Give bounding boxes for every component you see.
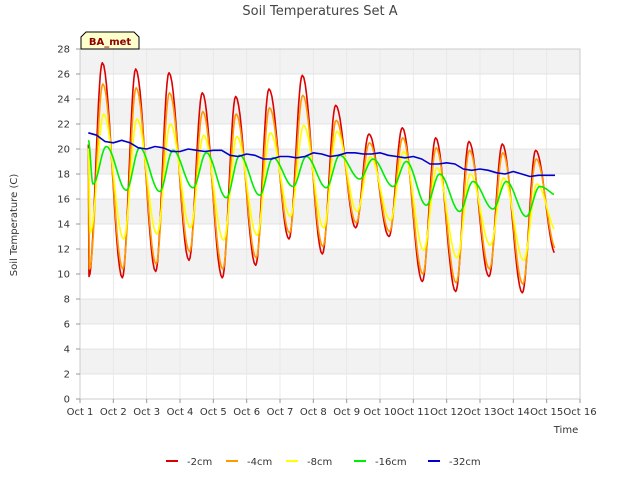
y-tick-label: 6 xyxy=(64,320,70,331)
plot-band xyxy=(80,324,580,349)
x-tick-label: Oct 11 xyxy=(397,407,430,418)
legend-label: -32cm xyxy=(449,457,481,468)
series-line-32cm xyxy=(88,132,555,178)
x-tick-label: Oct 10 xyxy=(363,407,396,418)
series-lines xyxy=(87,62,556,294)
x-tick-label: Oct 5 xyxy=(200,407,227,418)
plot-band xyxy=(80,199,580,224)
x-tick-label: Oct 3 xyxy=(133,407,160,418)
x-tick-labels: Oct 1 Oct 2 Oct 3 Oct 4 Oct 5 Oct 6 Oct 7 Oct 8… xyxy=(67,399,597,418)
y-tick-label: 24 xyxy=(57,95,70,106)
y-tick-label: 26 xyxy=(57,70,70,81)
plot-band xyxy=(80,224,580,249)
plot-band xyxy=(80,99,580,124)
y-tick-label: 28 xyxy=(57,45,70,56)
x-tick-label: Oct 4 xyxy=(167,407,194,418)
x-tick-label: Oct 2 xyxy=(100,407,127,418)
plot-band xyxy=(80,124,580,149)
plot-band xyxy=(80,349,580,374)
x-axis-label: Time xyxy=(553,425,578,436)
y-tick-label: 4 xyxy=(64,345,70,356)
x-tick-label: Oct 12 xyxy=(430,407,463,418)
plot-band xyxy=(80,274,580,299)
legend-label: -4cm xyxy=(247,457,272,468)
chart-title: Soil Temperatures Set A xyxy=(242,4,397,19)
y-tick-label: 14 xyxy=(57,220,70,231)
legend-label: -2cm xyxy=(187,457,212,468)
x-tick-label: Oct 9 xyxy=(333,407,360,418)
x-tick-label: Oct 6 xyxy=(233,407,260,418)
y-tick-label: 8 xyxy=(64,295,70,306)
badge-box xyxy=(80,31,140,50)
x-tick-label: Oct 1 xyxy=(67,407,94,418)
x-tick-label: Oct 7 xyxy=(267,407,294,418)
y-tick-label: 12 xyxy=(57,245,70,256)
plot-band xyxy=(80,74,580,99)
y-tick-label: 0 xyxy=(64,395,70,406)
y-tick-label: 10 xyxy=(57,270,70,281)
plot-band xyxy=(80,249,580,274)
y-tick-label: 20 xyxy=(57,145,70,156)
legend: -2cm -4cm -8cm -16cm -32cm xyxy=(166,457,481,468)
badge-label: BA_met xyxy=(89,37,132,48)
y-tick-label: 2 xyxy=(64,370,70,381)
y-tick-label: 16 xyxy=(57,195,70,206)
legend-label: -16cm xyxy=(375,457,407,468)
x-tick-label: Oct 13 xyxy=(463,407,496,418)
x-tick-label: Oct 16 xyxy=(563,407,596,418)
plot-band xyxy=(80,374,580,399)
x-tick-label: Oct 8 xyxy=(300,407,327,418)
legend-label: -8cm xyxy=(307,457,332,468)
x-tick-label: Oct 15 xyxy=(530,407,563,418)
series-line-16cm xyxy=(87,139,555,218)
y-tick-label: 22 xyxy=(57,120,70,131)
y-axis-label: Soil Temperature (C) xyxy=(9,174,20,277)
plot-band xyxy=(80,299,580,324)
y-tick-label: 18 xyxy=(57,170,70,181)
site-badge: BA_met xyxy=(80,31,140,50)
plot-band xyxy=(80,49,580,74)
series-line-8cm xyxy=(87,113,555,262)
x-tick-label: Oct 14 xyxy=(497,407,530,418)
